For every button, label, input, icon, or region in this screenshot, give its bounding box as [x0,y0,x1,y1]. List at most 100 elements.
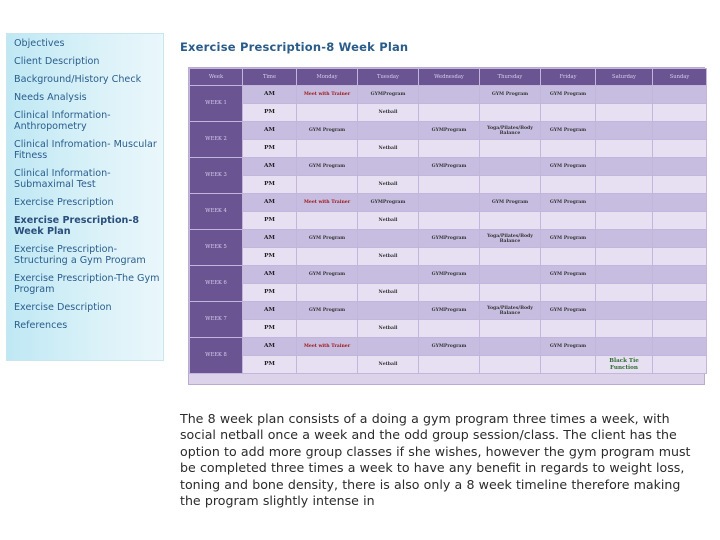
schedule-cell [540,175,596,194]
week-label: WEEK 7 [189,301,243,338]
time-cell: PM [242,103,297,122]
sidebar-link[interactable]: Exercise Prescription-8 Week Plan [14,215,140,237]
schedule-cell [296,139,358,158]
schedule-cell [595,121,653,140]
column-header: Wednesday [418,68,480,86]
time-cell: AM [242,121,297,140]
schedule-cell: Black Tie Function [595,355,653,374]
column-header: Monday [296,68,358,86]
column-header: Friday [540,68,596,86]
schedule-cell [479,265,541,284]
schedule-cell [479,355,541,374]
column-header: Thursday [479,68,541,86]
schedule-cell [652,85,707,104]
schedule-cell [652,247,707,266]
schedule-cell [652,175,707,194]
schedule-cell: Netball [357,139,419,158]
schedule-cell [652,211,707,230]
schedule-row: PM Netball [190,283,707,302]
sidebar-link[interactable]: Clinical Infromation- Muscular Fitness [14,139,157,161]
schedule-cell: Meet with Trainer [296,193,358,212]
schedule-cell [418,211,480,230]
schedule-row: WEEK 6 AM GYM Program GYMProgram GYM Program [189,265,707,302]
sidebar-link[interactable]: Clinical Information- Anthropometry [14,110,111,132]
schedule-row: PM Netball Black Tie Function [190,355,707,374]
schedule-cell [357,229,419,248]
schedule-row: WEEK 8 AM Meet with Trainer GYMProgram GYM P… [189,337,707,374]
time-cell: AM [242,193,297,212]
sidebar-link[interactable]: Objectives [14,38,65,49]
schedule-cell [595,301,653,320]
schedule-cell [652,193,707,212]
column-header: Tuesday [357,68,419,86]
schedule-row: WEEK 5 AM GYM Program GYMProgram Yoga/Pilate… [189,229,707,266]
sidebar-link[interactable]: Background/History Check [14,74,142,85]
schedule-cell: Netball [357,211,419,230]
schedule-cell: GYM Program [540,157,596,176]
sidebar-link[interactable]: Needs Analysis [14,92,87,103]
schedule-cell: Meet with Trainer [296,85,358,104]
time-cell: PM [242,319,297,338]
time-cell: PM [242,247,297,266]
schedule-cell [595,193,653,212]
schedule-cell: GYM Program [296,157,358,176]
schedule-cell [296,103,358,122]
column-header: Saturday [595,68,653,86]
schedule-cell [418,103,480,122]
schedule-row: WEEK 4 AM Meet with Trainer GYMProgram GYM P… [189,193,707,230]
schedule-cell [652,229,707,248]
schedule-cell: GYMProgram [418,121,480,140]
schedule-cell [652,139,707,158]
schedule-cell [479,319,541,338]
schedule-cell [595,229,653,248]
schedule-cell [296,211,358,230]
schedule-row: PM Netball [190,319,707,338]
schedule-cell [479,337,541,356]
time-cell: AM [242,337,297,356]
schedule-cell [652,265,707,284]
page-title: Exercise Prescription-8 Week Plan [180,40,409,54]
sidebar-link[interactable]: Exercise Prescription-The Gym Program [14,273,160,295]
schedule-cell [652,319,707,338]
sidebar-link[interactable]: Exercise Description [14,302,112,313]
schedule-cell: Netball [357,319,419,338]
schedule-cell [479,175,541,194]
schedule-cell: GYMProgram [418,229,480,248]
schedule-cell: Netball [357,283,419,302]
schedule-row: WEEK 2 AM GYM Program GYMProgram Yoga/Pilate… [189,121,707,158]
schedule-cell [357,301,419,320]
schedule-cell: Netball [357,355,419,374]
schedule-cell: GYM Program [296,301,358,320]
time-cell: AM [242,157,297,176]
schedule-cell [418,319,480,338]
schedule-cell [595,247,653,266]
schedule-cell: Yoga/Pilates/Body Balance [479,301,541,320]
week-label: WEEK 6 [189,265,243,302]
schedule-cell [296,355,358,374]
schedule-cell: Netball [357,247,419,266]
schedule-row: WEEK 3 AM GYM Program GYMProgram GYM Program [189,157,707,194]
week-label: WEEK 4 [189,193,243,230]
sidebar-link[interactable]: Exercise Prescription [14,197,114,208]
schedule-cell [479,103,541,122]
schedule-cell [595,337,653,356]
schedule-cell [357,265,419,284]
sidebar-link[interactable]: References [14,320,68,331]
schedule-cell: GYM Program [296,229,358,248]
column-header: Week [189,68,243,86]
schedule-cell [595,265,653,284]
schedule-cell: GYM Program [540,85,596,104]
sidebar-link[interactable]: Client Description [14,56,100,67]
schedule-cell: GYM Program [540,229,596,248]
time-cell: PM [242,355,297,374]
schedule-cell [479,247,541,266]
sidebar-link[interactable]: Clinical Information- Submaximal Test [14,168,111,190]
sidebar-link[interactable]: Exercise Prescription- Structuring a Gym… [14,244,146,266]
schedule-cell [595,85,653,104]
schedule-cell [418,193,480,212]
schedule-cell [418,355,480,374]
schedule-row: PM Netball [190,211,707,230]
schedule-cell [652,157,707,176]
week-label: WEEK 5 [189,229,243,266]
schedule-cell: GYMProgram [418,157,480,176]
